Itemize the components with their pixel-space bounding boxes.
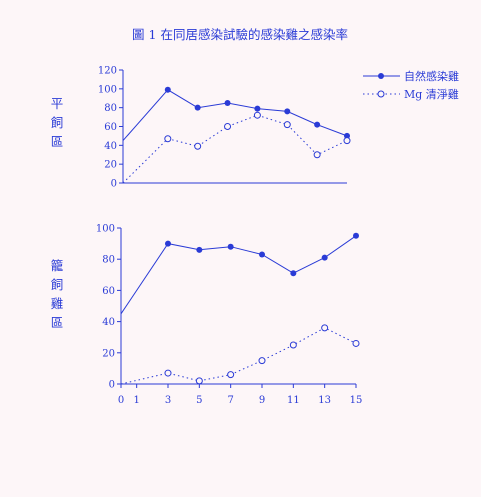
data-point-mg	[224, 123, 232, 130]
data-point-natural	[196, 246, 203, 253]
legend-natural-label: 自然感染雞	[404, 69, 459, 83]
series-line-natural	[120, 235, 357, 315]
legend-mg-label: Mg 清淨雞	[404, 87, 459, 101]
y-tick-label: 80	[102, 255, 115, 266]
data-point-mg	[313, 151, 321, 159]
panel-label-char: 飼	[51, 277, 64, 292]
panel-label-char: 飼	[51, 115, 64, 130]
x-tick-label: 3	[165, 395, 171, 406]
data-point-mg	[289, 341, 297, 349]
y-tick-label: 40	[102, 317, 115, 328]
y-tick-label: 60	[102, 286, 115, 297]
data-point-mg	[352, 339, 360, 347]
data-point-natural	[164, 86, 171, 93]
data-point-natural	[344, 132, 350, 139]
y-tick-label: 20	[102, 348, 115, 359]
legend-mg: Mg 清淨雞	[363, 87, 459, 101]
panel-label-char: 雞	[51, 296, 64, 311]
y-tick-label: 60	[104, 122, 117, 133]
data-point-mg	[283, 121, 291, 129]
x-tick-label: 13	[318, 395, 331, 406]
y-tick-label: 120	[98, 66, 117, 77]
figure-title: 圖 1 在同居感染試驗的感染雞之感染率	[132, 27, 348, 42]
data-point-natural	[314, 121, 321, 128]
series-line-mg	[120, 327, 357, 385]
data-point-mg	[258, 357, 266, 365]
y-tick-label: 40	[104, 141, 117, 152]
series-line-mg	[122, 114, 348, 184]
x-tick-label: 9	[259, 395, 265, 406]
y-tick-label: 100	[96, 224, 115, 235]
data-point-natural	[254, 105, 261, 112]
legend-natural: 自然感染雞	[363, 69, 459, 83]
y-tick-label: 80	[104, 103, 117, 114]
panel-label-char: 區	[51, 315, 64, 330]
legend-mg-marker	[377, 90, 385, 98]
x-tick-label: 5	[196, 395, 202, 406]
x-tick-label: 15	[350, 395, 363, 406]
y-tick-label: 20	[104, 160, 117, 171]
panel-label-char: 平	[51, 96, 64, 111]
data-point-mg	[194, 142, 202, 150]
chart-panel-floor: 0 20 40 60 80 100 120 平飼區	[51, 66, 351, 190]
data-point-mg	[164, 135, 172, 143]
data-point-natural	[290, 270, 297, 277]
legend: 自然感染雞 Mg 清淨雞	[363, 69, 459, 101]
y-tick-label: 0	[111, 179, 117, 190]
x-tick-label: 0	[118, 395, 124, 406]
panel-label-char: 區	[51, 134, 64, 149]
series-line-natural	[122, 89, 348, 141]
data-point-mg	[227, 371, 235, 379]
data-point-natural	[224, 99, 231, 106]
y-tick-label: 100	[98, 84, 117, 95]
data-point-natural	[353, 232, 359, 239]
data-point-natural	[227, 243, 234, 250]
data-point-natural	[194, 104, 201, 111]
data-point-mg	[195, 377, 203, 385]
data-point-natural	[165, 240, 171, 247]
data-point-natural	[321, 254, 328, 261]
data-point-natural	[259, 251, 265, 258]
panel-label-char: 籠	[51, 258, 64, 273]
legend-natural-marker	[378, 73, 384, 79]
x-tick-label: 11	[287, 395, 300, 406]
data-point-mg	[321, 324, 329, 332]
data-point-mg	[253, 111, 261, 119]
y-tick-label: 0	[109, 380, 115, 391]
x-tick-label: 1	[133, 395, 139, 406]
data-point-natural	[284, 108, 291, 115]
data-point-mg	[164, 369, 172, 377]
x-tick-label: 7	[227, 395, 233, 406]
data-point-mg	[343, 137, 351, 145]
